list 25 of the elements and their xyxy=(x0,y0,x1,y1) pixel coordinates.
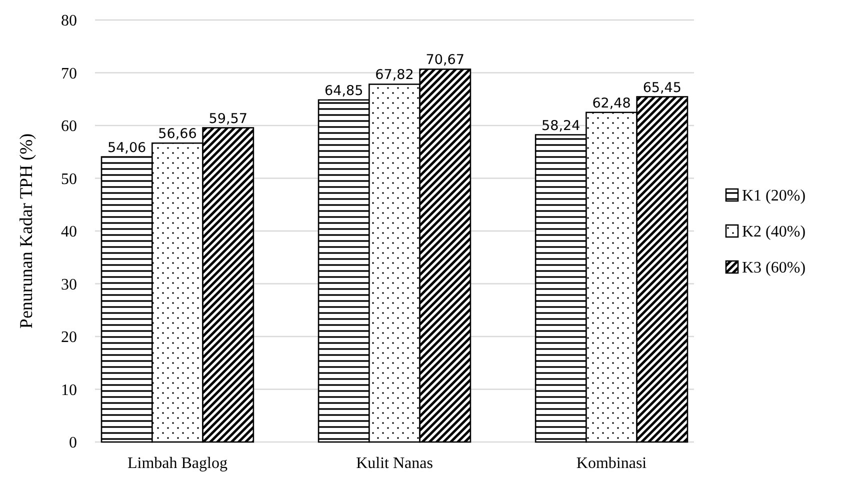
data-label: 65,45 xyxy=(642,80,682,96)
y-tick-label: 60 xyxy=(61,118,77,136)
y-tick-label: 20 xyxy=(61,329,77,346)
data-label: 67,82 xyxy=(375,67,414,84)
data-label: 54,06 xyxy=(108,140,146,156)
x-tick-label: Kulit Nanas xyxy=(356,455,433,472)
y-tick-label: 80 xyxy=(61,12,77,30)
data-label: 56,66 xyxy=(158,126,197,142)
y-tick-label: 10 xyxy=(61,382,77,399)
y-tick-label: 0 xyxy=(69,434,77,452)
data-label: 64,85 xyxy=(324,82,364,99)
data-label: 70,67 xyxy=(426,52,464,68)
y-tick-label: 70 xyxy=(61,65,77,82)
data-label: 62,48 xyxy=(592,95,631,112)
y-tick-label: 40 xyxy=(61,224,77,241)
legend-label: K3 (60%) xyxy=(742,260,806,277)
x-tick-label: Kombinasi xyxy=(576,455,648,472)
x-tick-label: Limbah Baglog xyxy=(127,455,228,472)
data-label: 59,57 xyxy=(208,110,248,127)
y-tick-label: 50 xyxy=(61,170,77,188)
legend-label: K1 (20%) xyxy=(742,188,806,205)
legend-label: K2 (40%) xyxy=(742,224,806,241)
data-label: 58,24 xyxy=(542,118,580,134)
y-axis-title: Penurunan Kadar TPH (%) xyxy=(16,133,36,329)
y-tick-label: 30 xyxy=(61,276,77,294)
